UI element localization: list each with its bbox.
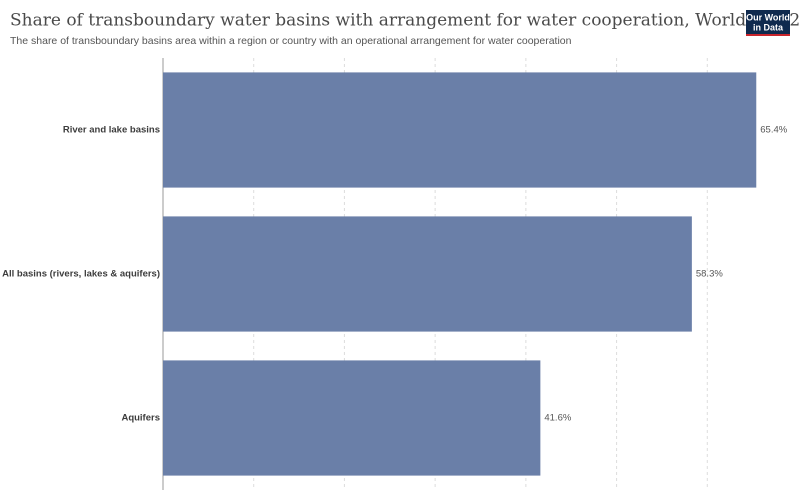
bar — [163, 360, 541, 476]
value-label: 58.3% — [696, 269, 723, 280]
value-label: 41.6% — [544, 413, 571, 424]
chart-title: Share of transboundary water basins with… — [10, 11, 800, 31]
logo-text: in Data — [753, 22, 784, 32]
category-label: River and lake basins — [63, 125, 160, 136]
bar — [163, 72, 757, 188]
chart-subtitle: The share of transboundary basins area w… — [10, 35, 572, 47]
logo-box — [746, 10, 790, 36]
logo: Our World in Data — [746, 10, 790, 36]
logo-bar — [746, 34, 790, 36]
logo-text: Our World — [746, 12, 790, 22]
bar — [163, 216, 692, 332]
category-label: All basins (rivers, lakes & aquifers) — [2, 269, 160, 280]
value-label: 65.4% — [760, 125, 787, 136]
category-label: Aquifers — [121, 413, 160, 424]
